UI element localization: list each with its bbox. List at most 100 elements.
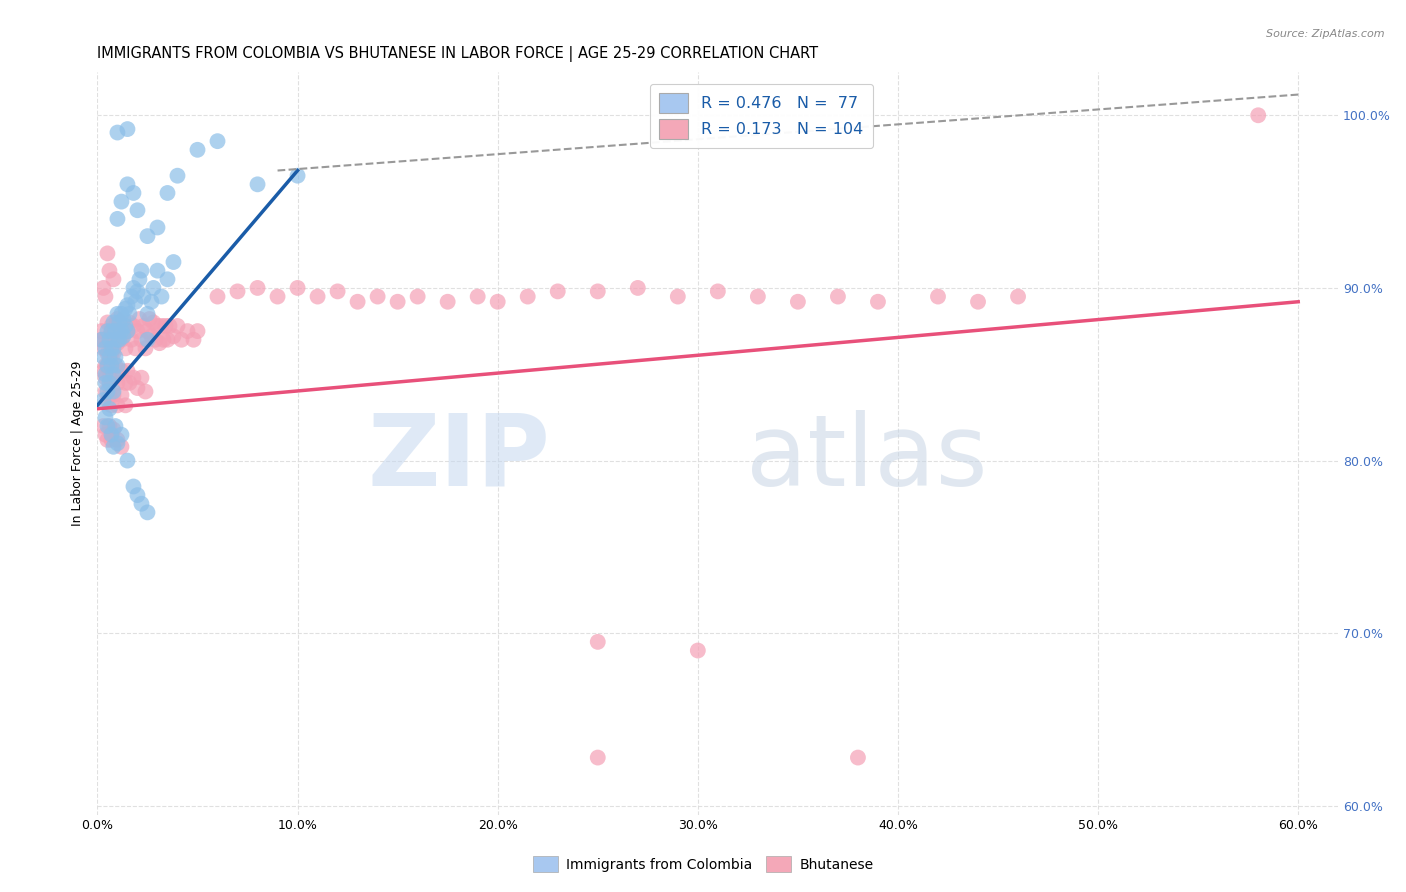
Point: [98, 370, 121, 384]
Point: [786, 294, 808, 309]
Point: [107, 433, 129, 447]
Point: [170, 333, 193, 347]
Point: [103, 272, 125, 286]
Point: [186, 143, 208, 157]
Point: [96, 346, 118, 360]
Point: [94, 289, 117, 303]
Point: [98, 333, 121, 347]
Point: [127, 203, 149, 218]
Point: [108, 316, 131, 330]
Point: [132, 289, 155, 303]
Point: [124, 342, 146, 356]
Point: [266, 289, 288, 303]
Point: [110, 324, 132, 338]
Point: [104, 350, 127, 364]
Point: [96, 324, 118, 338]
Point: [93, 281, 115, 295]
Point: [747, 289, 769, 303]
Point: [326, 285, 349, 299]
Point: [127, 488, 149, 502]
Point: [103, 384, 125, 399]
Point: [96, 359, 118, 373]
Point: [186, 324, 208, 338]
Point: [94, 368, 117, 382]
Point: [136, 307, 159, 321]
Point: [104, 359, 127, 373]
Point: [967, 294, 990, 309]
Text: Source: ZipAtlas.com: Source: ZipAtlas.com: [1267, 29, 1385, 38]
Point: [128, 312, 150, 326]
Point: [287, 169, 309, 183]
Point: [162, 329, 184, 343]
Point: [110, 440, 132, 454]
Point: [131, 263, 153, 277]
Point: [586, 285, 609, 299]
Point: [94, 370, 117, 384]
Point: [127, 324, 149, 338]
Point: [127, 381, 149, 395]
Point: [866, 294, 889, 309]
Point: [110, 333, 132, 347]
Point: [122, 186, 145, 200]
Point: [141, 329, 163, 343]
Point: [110, 194, 132, 209]
Point: [98, 419, 121, 434]
Point: [100, 346, 122, 360]
Point: [108, 324, 131, 338]
Point: [246, 178, 269, 192]
Point: [287, 281, 309, 295]
Point: [107, 307, 129, 321]
Point: [96, 419, 118, 434]
Point: [94, 427, 117, 442]
Point: [90, 333, 112, 347]
Point: [93, 350, 115, 364]
Point: [122, 479, 145, 493]
Legend: Immigrants from Colombia, Bhutanese: Immigrants from Colombia, Bhutanese: [527, 851, 879, 878]
Point: [156, 272, 179, 286]
Point: [90, 333, 112, 347]
Point: [148, 336, 170, 351]
Point: [666, 289, 689, 303]
Point: [110, 307, 132, 321]
Point: [1007, 289, 1029, 303]
Point: [96, 359, 118, 373]
Point: [406, 289, 429, 303]
Point: [436, 294, 458, 309]
Point: [107, 376, 129, 390]
Point: [207, 134, 229, 148]
Point: [467, 289, 489, 303]
Point: [166, 318, 188, 333]
Point: [107, 398, 129, 412]
Point: [112, 329, 135, 343]
Text: atlas: atlas: [747, 409, 987, 507]
Point: [117, 364, 139, 378]
Point: [94, 376, 117, 390]
Point: [100, 342, 122, 356]
Point: [94, 333, 117, 347]
Point: [94, 359, 117, 373]
Point: [927, 289, 949, 303]
Point: [117, 324, 139, 338]
Point: [131, 497, 153, 511]
Point: [114, 342, 136, 356]
Point: [226, 285, 249, 299]
Text: IMMIGRANTS FROM COLOMBIA VS BHUTANESE IN LABOR FORCE | AGE 25-29 CORRELATION CHA: IMMIGRANTS FROM COLOMBIA VS BHUTANESE IN…: [97, 46, 818, 62]
Point: [120, 333, 142, 347]
Point: [112, 318, 135, 333]
Point: [103, 440, 125, 454]
Point: [93, 393, 115, 408]
Point: [136, 333, 159, 347]
Point: [131, 370, 153, 384]
Point: [103, 324, 125, 338]
Point: [107, 359, 129, 373]
Point: [103, 316, 125, 330]
Point: [1247, 108, 1270, 122]
Point: [122, 318, 145, 333]
Point: [107, 333, 129, 347]
Point: [100, 427, 122, 442]
Point: [307, 289, 329, 303]
Point: [128, 272, 150, 286]
Point: [114, 301, 136, 316]
Point: [98, 263, 121, 277]
Point: [138, 312, 160, 326]
